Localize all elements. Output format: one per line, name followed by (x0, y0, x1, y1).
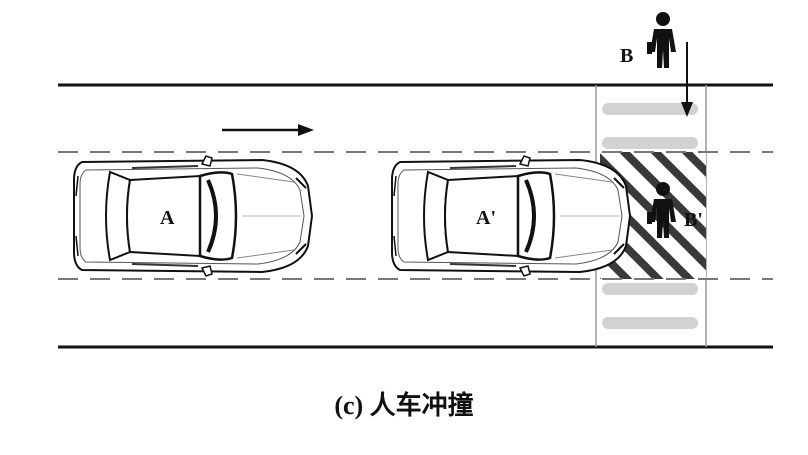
pedestrian-b-prime-label: B' (684, 209, 703, 231)
arrow-right-icon (222, 124, 314, 136)
crosswalk-bar (602, 317, 698, 329)
arrow-down-icon (681, 42, 693, 117)
crosswalk-bar (602, 137, 698, 149)
crosswalk-bar (602, 103, 698, 115)
figure-caption: (c) 人车冲撞 (334, 391, 474, 420)
car-a-label: A (160, 207, 175, 229)
pedestrian-b-icon (647, 12, 676, 68)
pedestrian-b-label: B (620, 45, 633, 67)
car-a-icon (72, 154, 314, 278)
crosswalk-bar (602, 283, 698, 295)
car-a-prime-icon (390, 154, 632, 278)
car-a-prime-label: A' (476, 207, 496, 229)
